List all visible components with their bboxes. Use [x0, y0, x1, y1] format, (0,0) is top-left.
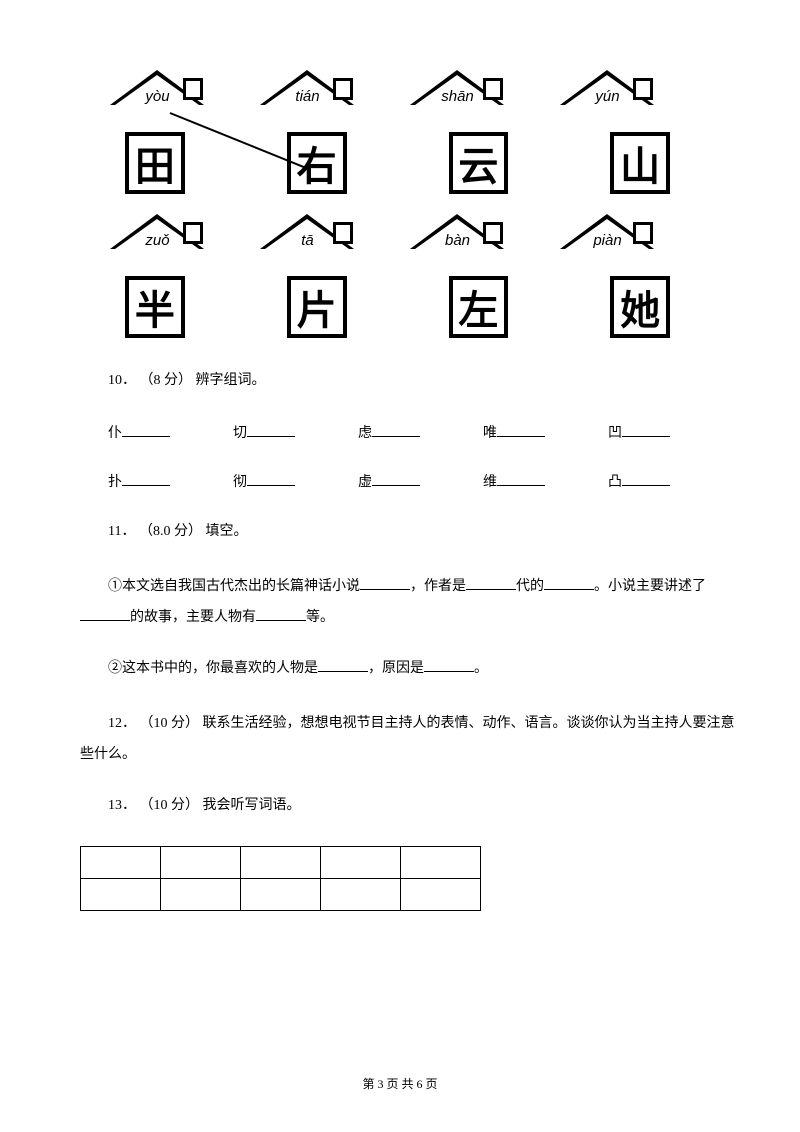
blank[interactable]	[247, 470, 295, 486]
table-cell[interactable]	[401, 878, 481, 910]
q10-row2: 扑 彻 虚 维 凸	[80, 470, 735, 491]
blank[interactable]	[497, 470, 545, 486]
char-shan: 山	[610, 132, 670, 194]
char-yun: 云	[449, 132, 509, 194]
q13-title: 我会听写词语。	[203, 798, 301, 813]
table-cell[interactable]	[241, 846, 321, 878]
q12-points: （10 分）	[140, 716, 200, 731]
q10-char-lv: 虑	[358, 426, 372, 441]
q11-text: ①本文选自我国古代杰出的长篇神话小说	[108, 579, 360, 594]
q11-text: ，原因是	[368, 661, 424, 676]
q10-char-pu1: 仆	[108, 426, 122, 441]
q11-text: ，作者是	[410, 579, 466, 594]
question-10-header: 10． （8 分） 辨字组词。	[80, 368, 735, 393]
q10-char-pu2: 扑	[108, 475, 122, 490]
q11-text: 。	[474, 661, 488, 676]
q10-num: 10．	[108, 373, 136, 388]
q11-para2: ②这本书中的，你最喜欢的人物是 ，原因是 。	[80, 656, 735, 681]
house-pian: piàn	[560, 214, 655, 264]
q11-points: （8.0 分）	[139, 524, 202, 539]
char-tian: 田	[125, 132, 185, 194]
answer-table	[80, 846, 481, 911]
question-13-header: 13． （10 分） 我会听写词语。	[80, 793, 735, 818]
table-cell[interactable]	[81, 878, 161, 910]
char-ban: 半	[125, 276, 185, 338]
table-cell[interactable]	[321, 878, 401, 910]
q13-num: 13．	[108, 798, 136, 813]
blank[interactable]	[497, 421, 545, 437]
question-12: 12． （10 分） 联系生活经验，想想电视节目主持人的表情、动作、语言。谈谈你…	[80, 709, 735, 771]
house-shan: shān	[410, 70, 505, 120]
q11-para1: ①本文选自我国古代杰出的长篇神话小说 ，作者是 代的 。小说主要讲述了 的故事，主要人…	[80, 572, 735, 634]
house-tian: tián	[260, 70, 355, 120]
matching-exercise-image: yòu tián shān yún 田 右 云 山 zuǒ tā bàn pià…	[110, 70, 670, 338]
page-footer: 第 3 页 共 6 页	[0, 1075, 800, 1092]
table-cell[interactable]	[81, 846, 161, 878]
table-cell[interactable]	[401, 846, 481, 878]
q11-text: ②这本书中的，你最喜欢的人物是	[108, 661, 318, 676]
q11-text: 代的	[516, 579, 544, 594]
q11-text: 。小说主要讲述了	[594, 579, 706, 594]
q10-points: （8 分）	[140, 373, 193, 388]
blank[interactable]	[247, 421, 295, 437]
house-ban: bàn	[410, 214, 505, 264]
blank[interactable]	[544, 574, 594, 590]
blank[interactable]	[122, 470, 170, 486]
blank[interactable]	[318, 656, 368, 672]
q11-title: 填空。	[205, 524, 247, 539]
char-ta: 她	[610, 276, 670, 338]
blank[interactable]	[466, 574, 516, 590]
question-11-header: 11． （8.0 分） 填空。	[80, 519, 735, 544]
blank[interactable]	[372, 421, 420, 437]
blank[interactable]	[360, 574, 410, 590]
house-ta: tā	[260, 214, 355, 264]
q12-num: 12．	[108, 716, 136, 731]
q11-text: 的故事，主要人物有	[130, 610, 256, 625]
blank[interactable]	[256, 605, 306, 621]
table-cell[interactable]	[241, 878, 321, 910]
house-yun: yún	[560, 70, 655, 120]
table-cell[interactable]	[161, 878, 241, 910]
q10-char-tu: 凸	[608, 475, 622, 490]
blank[interactable]	[372, 470, 420, 486]
table-cell[interactable]	[321, 846, 401, 878]
q10-char-wei2: 维	[483, 475, 497, 490]
table-cell[interactable]	[161, 846, 241, 878]
q10-char-xu: 虚	[358, 475, 372, 490]
q10-char-qie: 切	[233, 426, 247, 441]
q10-char-che: 彻	[233, 475, 247, 490]
house-you: yòu	[110, 70, 205, 120]
blank[interactable]	[622, 421, 670, 437]
q10-char-wei1: 唯	[483, 426, 497, 441]
char-pian: 片	[287, 276, 347, 338]
q10-row1: 仆 切 虑 唯 凹	[80, 421, 735, 442]
q11-num: 11．	[108, 524, 135, 539]
blank[interactable]	[622, 470, 670, 486]
blank[interactable]	[80, 605, 130, 621]
char-zuo: 左	[449, 276, 509, 338]
blank[interactable]	[424, 656, 474, 672]
q10-char-ao: 凹	[608, 426, 622, 441]
blank[interactable]	[122, 421, 170, 437]
q10-title: 辨字组词。	[196, 373, 266, 388]
q13-points: （10 分）	[140, 798, 200, 813]
house-zuo: zuǒ	[110, 214, 205, 264]
q11-text: 等。	[306, 610, 334, 625]
